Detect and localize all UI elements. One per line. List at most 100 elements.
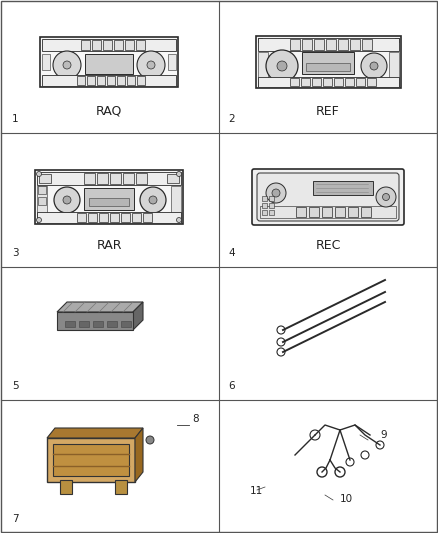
Bar <box>85 54 133 74</box>
Bar <box>38 197 46 205</box>
Bar <box>313 181 373 195</box>
Bar <box>125 40 134 50</box>
Circle shape <box>53 51 81 79</box>
Bar <box>88 213 97 222</box>
Bar <box>323 78 332 86</box>
Bar <box>136 40 145 50</box>
Bar <box>92 40 101 50</box>
Bar <box>103 40 112 50</box>
Bar <box>258 82 261 86</box>
Bar <box>93 321 103 327</box>
Bar <box>121 321 131 327</box>
Bar <box>258 52 268 87</box>
Bar <box>39 174 51 183</box>
Bar <box>322 207 332 217</box>
Bar <box>110 173 121 184</box>
Bar <box>314 39 324 50</box>
Bar <box>107 76 115 85</box>
Bar <box>389 52 399 87</box>
Bar <box>121 213 130 222</box>
Bar <box>60 480 72 494</box>
Bar <box>87 76 95 85</box>
Bar <box>110 213 119 222</box>
Bar <box>301 78 310 86</box>
Bar <box>107 321 117 327</box>
Polygon shape <box>57 312 133 330</box>
FancyBboxPatch shape <box>252 169 404 225</box>
Bar <box>262 210 267 215</box>
Circle shape <box>63 196 71 204</box>
Bar <box>269 196 274 201</box>
Bar <box>395 38 399 42</box>
Bar <box>350 39 360 50</box>
Bar <box>132 213 141 222</box>
Text: 1: 1 <box>12 114 19 124</box>
Bar <box>258 77 399 87</box>
Bar <box>258 38 261 42</box>
Circle shape <box>266 50 298 82</box>
Bar <box>269 203 274 208</box>
Bar <box>77 213 86 222</box>
Bar <box>43 40 47 44</box>
Bar <box>395 82 399 86</box>
Bar <box>65 321 75 327</box>
Bar <box>255 36 400 88</box>
Bar <box>168 54 176 70</box>
Polygon shape <box>57 302 143 312</box>
Bar <box>302 52 354 74</box>
Circle shape <box>382 193 389 200</box>
Bar <box>302 39 312 50</box>
Text: 11: 11 <box>250 486 263 496</box>
Bar <box>42 54 50 70</box>
Text: 6: 6 <box>228 381 235 391</box>
Circle shape <box>140 187 166 213</box>
Circle shape <box>146 436 154 444</box>
Bar <box>35 170 183 224</box>
Bar <box>53 444 129 476</box>
Bar <box>296 207 306 217</box>
Bar <box>79 321 89 327</box>
Polygon shape <box>133 302 143 330</box>
Bar <box>42 39 176 51</box>
Bar <box>338 39 348 50</box>
Text: 5: 5 <box>12 381 19 391</box>
Bar <box>97 173 108 184</box>
Bar <box>38 186 46 194</box>
Bar <box>269 210 274 215</box>
Bar <box>345 78 354 86</box>
Circle shape <box>177 172 181 176</box>
Bar <box>258 38 399 51</box>
Bar <box>260 206 396 218</box>
Text: 7: 7 <box>12 514 19 524</box>
Bar <box>40 37 178 87</box>
Bar <box>309 207 319 217</box>
Text: REF: REF <box>316 105 340 118</box>
Text: 9: 9 <box>380 430 387 440</box>
Bar <box>326 39 336 50</box>
Bar <box>367 78 376 86</box>
Circle shape <box>266 183 286 203</box>
Circle shape <box>149 196 157 204</box>
Bar <box>171 186 181 223</box>
Bar <box>143 213 152 222</box>
Bar <box>171 80 175 84</box>
Bar <box>361 207 371 217</box>
Circle shape <box>361 53 387 79</box>
Bar <box>77 76 85 85</box>
Circle shape <box>147 61 155 69</box>
Bar <box>262 196 267 201</box>
Circle shape <box>137 51 165 79</box>
Text: 4: 4 <box>228 248 235 258</box>
Bar <box>84 188 134 210</box>
Bar <box>312 78 321 86</box>
Bar <box>81 40 90 50</box>
Bar <box>99 213 108 222</box>
Circle shape <box>177 217 181 222</box>
Bar <box>84 173 95 184</box>
Bar <box>362 39 372 50</box>
Circle shape <box>277 61 287 71</box>
Circle shape <box>54 187 80 213</box>
Text: 2: 2 <box>228 114 235 124</box>
Circle shape <box>63 61 71 69</box>
Bar <box>137 76 145 85</box>
